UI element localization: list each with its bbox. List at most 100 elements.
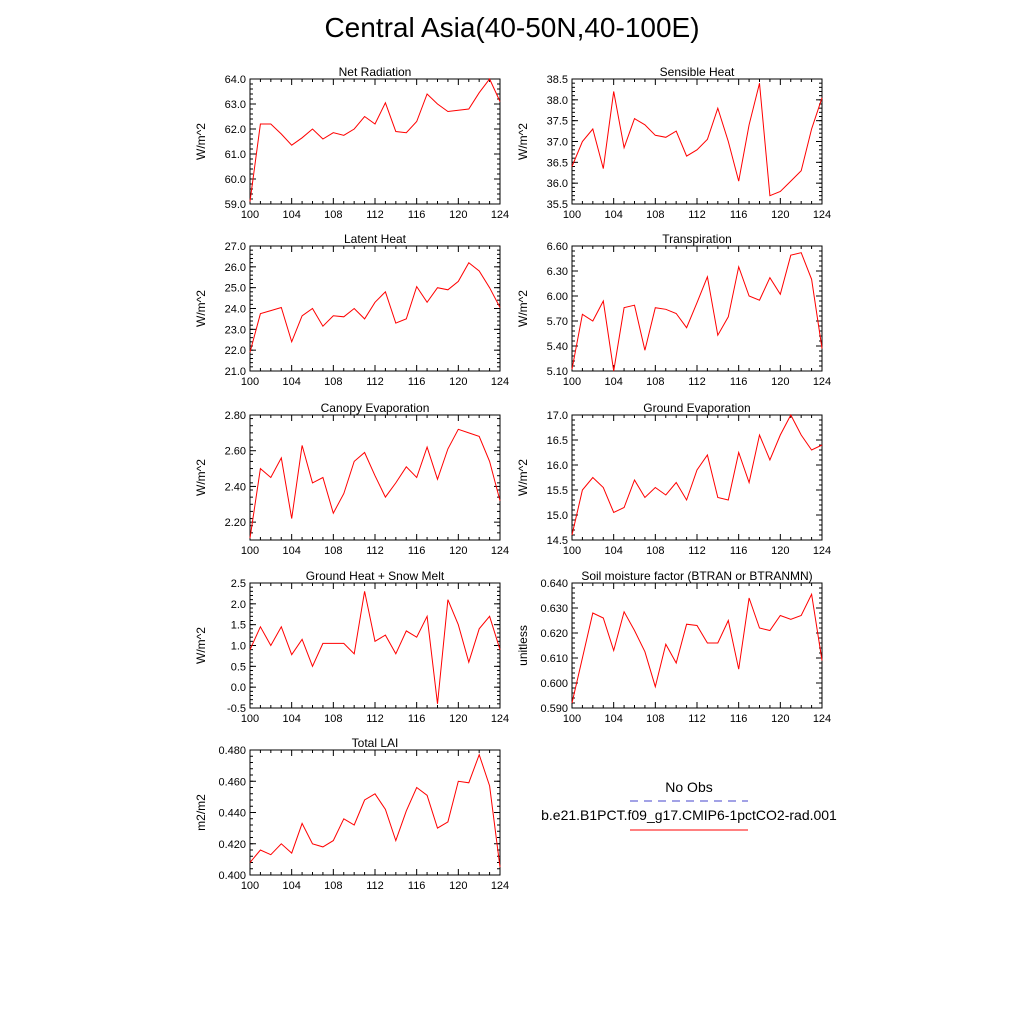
- x-tick-label: 100: [563, 209, 581, 221]
- x-tick-label: 124: [491, 880, 509, 892]
- y-tick-label: 36.0: [547, 178, 568, 190]
- x-tick-label: 108: [646, 545, 664, 557]
- y-tick-label: 17.0: [547, 410, 568, 422]
- x-tick-label: 124: [813, 713, 831, 725]
- x-tick-label: 124: [813, 376, 831, 388]
- y-tick-label: 38.0: [547, 95, 568, 107]
- chart-panel-soil-moisture-factor-btran-or-btranmn: Soil moisture factor (BTRAN or BTRANMN) u…: [516, 569, 831, 725]
- y-tick-label: 5.70: [547, 316, 568, 328]
- x-tick-label: 112: [366, 209, 384, 221]
- y-axis-label: m2/m2: [194, 794, 208, 831]
- x-tick-label: 120: [449, 713, 467, 725]
- x-tick-label: 124: [491, 376, 509, 388]
- y-axis-label: W/m^2: [516, 290, 530, 327]
- series-line: [571, 83, 823, 197]
- y-tick-label: 64.0: [225, 74, 246, 86]
- x-tick-label: 100: [563, 713, 581, 725]
- series-line: [571, 252, 823, 372]
- y-tick-label: 2.20: [225, 517, 246, 529]
- y-tick-label: 27.0: [225, 241, 246, 253]
- x-tick-label: 120: [449, 880, 467, 892]
- y-tick-label: 0.5: [231, 661, 246, 673]
- x-tick-label: 116: [408, 545, 426, 557]
- x-tick-label: 104: [604, 376, 622, 388]
- x-tick-label: 104: [282, 880, 300, 892]
- y-tick-label: 24.0: [225, 304, 246, 316]
- y-tick-label: 1.5: [231, 620, 246, 632]
- x-tick-label: 104: [604, 209, 622, 221]
- x-tick-label: 108: [324, 209, 342, 221]
- x-tick-label: 124: [491, 713, 509, 725]
- y-tick-label: 63.0: [225, 99, 246, 111]
- panel-title: Ground Heat + Snow Melt: [306, 569, 445, 583]
- x-tick-label: 108: [324, 376, 342, 388]
- x-tick-label: 112: [688, 545, 706, 557]
- x-tick-label: 120: [771, 545, 789, 557]
- y-tick-label: 37.0: [547, 137, 568, 149]
- panel-title: Soil moisture factor (BTRAN or BTRANMN): [581, 569, 812, 583]
- x-tick-label: 100: [563, 376, 581, 388]
- y-tick-label: 0.620: [540, 628, 568, 640]
- chart-panel-latent-heat: Latent Heat W/m^2 100 104 108 112 116 120 124 21.…: [194, 232, 509, 388]
- panel-title: Ground Evaporation: [643, 401, 750, 415]
- x-tick-label: 116: [408, 713, 426, 725]
- x-tick-label: 112: [366, 880, 384, 892]
- chart-panel-net-radiation: Net Radiation W/m^2 100 104 108 112 116 120 124 5…: [194, 65, 509, 221]
- x-tick-label: 108: [324, 545, 342, 557]
- plot-frame: [571, 414, 823, 541]
- y-tick-label: 14.5: [547, 535, 568, 547]
- x-tick-label: 112: [688, 209, 706, 221]
- x-tick-label: 108: [646, 376, 664, 388]
- y-tick-label: 0.400: [218, 870, 246, 882]
- y-axis-label: W/m^2: [194, 123, 208, 160]
- x-tick-label: 116: [408, 880, 426, 892]
- y-tick-label: 22.0: [225, 345, 246, 357]
- series-line: [571, 592, 823, 704]
- y-tick-label: 6.60: [547, 241, 568, 253]
- series-line: [249, 261, 501, 353]
- y-tick-label: 16.5: [547, 435, 568, 447]
- y-tick-label: 2.5: [231, 578, 246, 590]
- legend: No Obs b.e21.B1PCT.f09_g17.CMIP6-1pctCO2…: [541, 779, 837, 831]
- x-tick-label: 100: [241, 713, 259, 725]
- x-tick-label: 120: [771, 713, 789, 725]
- y-tick-label: 26.0: [225, 262, 246, 274]
- x-tick-label: 116: [408, 209, 426, 221]
- y-axis-label: W/m^2: [516, 459, 530, 496]
- y-tick-label: 61.0: [225, 149, 246, 161]
- x-tick-label: 124: [491, 209, 509, 221]
- panel-title: Canopy Evaporation: [321, 401, 430, 415]
- y-tick-label: 0.440: [218, 808, 246, 820]
- x-tick-label: 104: [604, 713, 622, 725]
- series-line: [249, 591, 501, 704]
- chart-panel-transpiration: Transpiration W/m^2 100 104 108 112 116 120 124 5…: [516, 232, 831, 388]
- plot-frame: [571, 245, 823, 372]
- legend-obs-label: No Obs: [665, 779, 712, 795]
- y-tick-label: 25.0: [225, 283, 246, 295]
- y-tick-label: 2.0: [231, 599, 246, 611]
- y-tick-label: 38.5: [547, 74, 568, 86]
- y-tick-label: 2.40: [225, 481, 246, 493]
- y-tick-label: 5.40: [547, 341, 568, 353]
- y-tick-label: 1.0: [231, 641, 246, 653]
- y-tick-label: 0.640: [540, 578, 568, 590]
- y-tick-label: -0.5: [227, 703, 246, 715]
- chart-panel-canopy-evaporation: Canopy Evaporation W/m^2 100 104 108 112 116 12…: [194, 401, 509, 557]
- y-tick-label: 0.590: [540, 703, 568, 715]
- panel-title: Net Radiation: [339, 65, 412, 79]
- x-tick-label: 112: [688, 713, 706, 725]
- x-tick-label: 112: [366, 376, 384, 388]
- y-tick-label: 2.60: [225, 446, 246, 458]
- y-tick-label: 0.610: [540, 653, 568, 665]
- y-tick-label: 23.0: [225, 324, 246, 336]
- x-tick-label: 104: [282, 713, 300, 725]
- y-tick-label: 16.0: [547, 460, 568, 472]
- x-tick-label: 100: [241, 545, 259, 557]
- plot-frame: [249, 749, 501, 876]
- y-tick-label: 6.00: [547, 291, 568, 303]
- x-tick-label: 104: [604, 545, 622, 557]
- chart-panel-ground-heat-snow-melt: Ground Heat + Snow Melt W/m^2 100 104 108 112…: [194, 569, 509, 725]
- x-tick-label: 120: [771, 209, 789, 221]
- y-tick-label: 0.460: [218, 776, 246, 788]
- y-tick-label: 2.80: [225, 410, 246, 422]
